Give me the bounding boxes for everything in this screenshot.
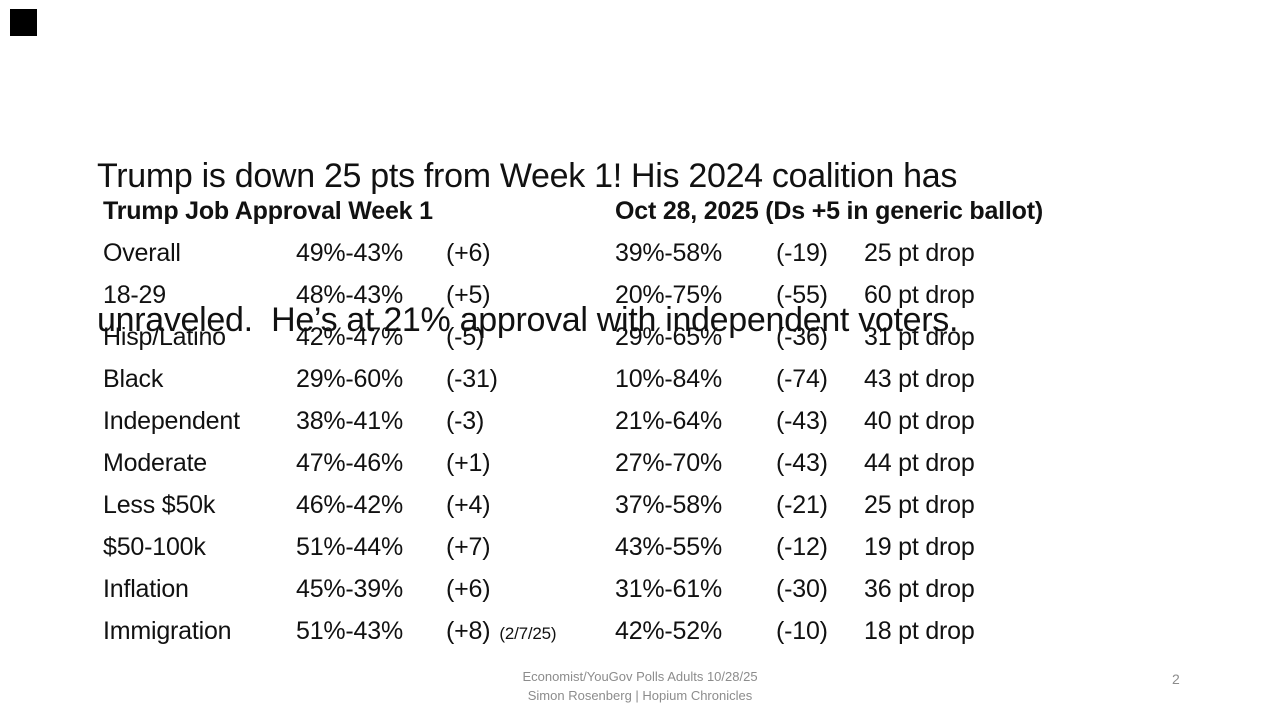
oct28-margin: (-30) <box>776 575 828 603</box>
table-header-week1: Trump Job Approval Week 1 <box>103 197 433 225</box>
week1-result: 38%-41% <box>296 407 403 435</box>
row-label: $50-100k <box>103 533 206 561</box>
footer-author-line: Simon Rosenberg | Hopium Chronicles <box>527 688 753 703</box>
slide-corner-square <box>10 9 37 36</box>
week1-result: 49%-43% <box>296 239 403 267</box>
drop-amount: 44 pt drop <box>864 449 975 477</box>
week1-margin-value: (+6) <box>446 239 491 267</box>
week1-margin-value: (+5) <box>446 281 491 309</box>
week1-result: 47%-46% <box>296 449 403 477</box>
drop-amount: 43 pt drop <box>864 365 975 393</box>
oct28-margin: (-43) <box>776 449 828 477</box>
row-label: Less $50k <box>103 491 216 519</box>
week1-margin: (-5) <box>446 316 615 358</box>
oct28-result: 10%-84% <box>615 365 722 393</box>
oct28-result: 31%-61% <box>615 575 722 603</box>
oct28-margin: (-36) <box>776 323 828 351</box>
row-label: Black <box>103 365 164 393</box>
week1-margin: (+6) <box>446 232 615 274</box>
oct28-result: 39%-58% <box>615 239 722 267</box>
oct28-margin: (-21) <box>776 491 828 519</box>
oct28-result: 29%-65% <box>615 323 722 351</box>
row-label: Overall <box>103 239 181 267</box>
week1-margin-value: (-3) <box>446 407 485 435</box>
week1-margin-value: (-31) <box>446 365 498 393</box>
week1-date-note: (2/7/25) <box>499 624 557 643</box>
week1-margin: (-31) <box>446 358 615 400</box>
oct28-margin: (-55) <box>776 281 828 309</box>
slide-title-line-1: Trump is down 25 pts from Week 1! His 20… <box>97 157 958 195</box>
drop-amount: 60 pt drop <box>864 281 975 309</box>
week1-margin: (+4) <box>446 484 615 526</box>
drop-amount: 25 pt drop <box>864 239 975 267</box>
drop-amount: 31 pt drop <box>864 323 975 351</box>
week1-margin-value: (+4) <box>446 491 491 519</box>
row-label: Moderate <box>103 449 208 477</box>
drop-amount: 25 pt drop <box>864 491 975 519</box>
week1-result: 46%-42% <box>296 491 403 519</box>
row-label: Hisp/Latino <box>103 323 226 351</box>
approval-comparison-table: Trump Job Approval Week 1 Oct 28, 2025 (… <box>103 190 1043 655</box>
week1-margin: (+1) <box>446 442 615 484</box>
slide-title: Trump is down 25 pts from Week 1! His 20… <box>97 56 1207 440</box>
oct28-margin: (-10) <box>776 617 828 645</box>
week1-result: 51%-43% <box>296 617 403 645</box>
slide-title-line-2: unraveled. He’s at 21% approval with ind… <box>97 301 959 339</box>
oct28-margin: (-74) <box>776 365 828 393</box>
row-label: 18-29 <box>103 281 166 309</box>
oct28-margin: (-12) <box>776 533 828 561</box>
week1-margin-value: (+8) <box>446 617 491 645</box>
week1-margin-value: (-5) <box>446 323 485 351</box>
drop-amount: 19 pt drop <box>864 533 975 561</box>
oct28-result: 43%-55% <box>615 533 722 561</box>
week1-result: 29%-60% <box>296 365 403 393</box>
row-label: Independent <box>103 407 240 435</box>
oct28-margin: (-43) <box>776 407 828 435</box>
week1-margin: (+5) <box>446 274 615 316</box>
row-label: Immigration <box>103 617 232 645</box>
week1-result: 48%-43% <box>296 281 403 309</box>
oct28-result: 20%-75% <box>615 281 722 309</box>
row-label: Inflation <box>103 575 189 603</box>
drop-amount: 36 pt drop <box>864 575 975 603</box>
oct28-result: 21%-64% <box>615 407 722 435</box>
week1-margin-value: (+7) <box>446 533 491 561</box>
week1-margin: (+7) <box>446 526 615 568</box>
oct28-margin: (-19) <box>776 239 828 267</box>
oct28-result: 42%-52% <box>615 617 722 645</box>
week1-margin: (+8) (2/7/25) <box>446 610 615 655</box>
oct28-result: 27%-70% <box>615 449 722 477</box>
slide-page-number: 2 <box>1172 671 1180 687</box>
week1-result: 45%-39% <box>296 575 403 603</box>
week1-result: 42%-47% <box>296 323 403 351</box>
week1-margin: (-3) <box>446 400 615 442</box>
drop-amount: 40 pt drop <box>864 407 975 435</box>
week1-margin-value: (+6) <box>446 575 491 603</box>
oct28-result: 37%-58% <box>615 491 722 519</box>
week1-result: 51%-44% <box>296 533 403 561</box>
week1-margin: (+6) <box>446 568 615 610</box>
slide-footer: Economist/YouGov Polls Adults 10/28/25 S… <box>0 667 1280 705</box>
table-header-oct28: Oct 28, 2025 (Ds +5 in generic ballot) <box>615 197 1043 225</box>
footer-source-line: Economist/YouGov Polls Adults 10/28/25 <box>522 669 758 684</box>
week1-margin-value: (+1) <box>446 449 491 477</box>
drop-amount: 18 pt drop <box>864 617 975 645</box>
